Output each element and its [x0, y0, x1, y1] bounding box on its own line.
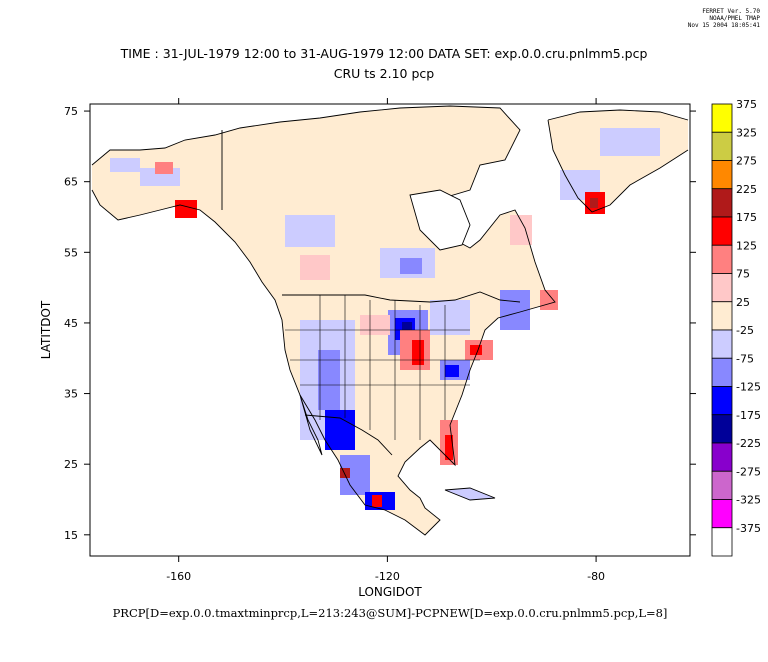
patch [540, 290, 558, 310]
precip-field [91, 105, 689, 536]
colorbar-label: -25 [736, 324, 754, 337]
colorbar-swatch [711, 329, 733, 359]
colorbar-label: 325 [736, 126, 757, 139]
colorbar-swatch [711, 103, 733, 133]
x-tick-label: -120 [375, 570, 400, 583]
coastline-greenland [547, 109, 689, 213]
colorbar-label: 375 [736, 98, 757, 111]
colorbar-swatch [711, 244, 733, 274]
y-tick-label: 25 [64, 458, 78, 471]
colorbar-label: -75 [736, 352, 754, 365]
colorbar-label: -375 [736, 522, 761, 535]
colorbar-label: -325 [736, 494, 761, 507]
colorbar: 375 325 275 225 175 125 75 25 -25 -75 -125 -175 -225… [711, 98, 761, 557]
negative-patches [110, 128, 660, 510]
colorbar-label: -125 [736, 381, 761, 394]
colorbar-swatch [711, 442, 733, 472]
patch [430, 300, 470, 335]
patch [372, 495, 382, 507]
patch [175, 200, 197, 218]
patch [155, 162, 173, 174]
colorbar-swatch [711, 160, 733, 190]
plot-expression: PRCP[D=exp.0.0.tmaxtminprcp,L=213:243@SU… [112, 606, 668, 620]
plot-title-dataset: CRU ts 2.10 pcp [333, 66, 435, 81]
colorbar-label: -275 [736, 465, 761, 478]
colorbar-swatch [711, 357, 733, 387]
colorbar-label: 275 [736, 155, 757, 168]
patch [318, 350, 340, 410]
colorbar-swatch [711, 470, 733, 500]
stamp-version: FERRET Ver. 5.70 [702, 8, 760, 15]
patch [445, 435, 453, 460]
border-us-canada [282, 291, 521, 303]
colorbar-label: 75 [736, 268, 750, 281]
state-lines [285, 295, 480, 440]
patch [590, 198, 598, 208]
patch [360, 315, 390, 335]
x-axis: -160-120-80-40 [166, 98, 605, 583]
coastline [91, 105, 556, 536]
patch [600, 128, 660, 156]
patch [470, 345, 482, 355]
colorbar-label: -225 [736, 437, 761, 450]
y-axis: 75 65 55 45 35 25 15 [64, 105, 696, 542]
patch [510, 215, 532, 245]
colorbar-swatch [711, 386, 733, 416]
colorbar-swatch [711, 188, 733, 218]
x-tick-label: -80 [587, 570, 605, 583]
x-axis-label: LONGIDOT [358, 585, 422, 599]
stamp-org: NOAA/PMEL TMAP [709, 15, 760, 22]
y-tick-label: 15 [64, 529, 78, 542]
plot-title-time: TIME : 31-JUL-1979 12:00 to 31-AUG-1979 … [120, 46, 648, 61]
colorbar-label: 225 [736, 183, 757, 196]
colorbar-swatch [711, 414, 733, 444]
patch [412, 340, 424, 365]
colorbar-swatch [711, 216, 733, 246]
colorbar-swatch [711, 131, 733, 161]
patch [340, 468, 350, 478]
coastline-hudson-bay [409, 189, 471, 251]
stamp-date: Nov 15 2004 18:05:41 [687, 22, 760, 29]
y-tick-label: 75 [64, 105, 78, 118]
colorbar-swatch [711, 499, 733, 529]
baja [299, 394, 323, 456]
cuba [444, 487, 496, 501]
patch [110, 158, 140, 172]
border-us-mexico [304, 414, 393, 456]
patch [300, 255, 330, 280]
y-axis-label: LATITDOT [39, 300, 53, 359]
y-tick-label: 35 [64, 388, 78, 401]
colorbar-label: -175 [736, 409, 761, 422]
y-tick-label: 55 [64, 246, 78, 259]
patch [400, 258, 422, 274]
colorbar-label: 125 [736, 239, 757, 252]
colorbar-swatch [711, 301, 733, 331]
coastlines [91, 105, 689, 536]
y-tick-label: 45 [64, 317, 78, 330]
x-tick-label: -160 [166, 570, 191, 583]
patch [285, 215, 335, 247]
y-tick-label: 65 [64, 176, 78, 189]
patch [445, 365, 459, 377]
colorbar-label: 25 [736, 296, 750, 309]
colorbar-label: 175 [736, 211, 757, 224]
colorbar-swatch [711, 273, 733, 303]
patch [500, 290, 530, 330]
ferret-stamp: FERRET Ver. 5.70 NOAA/PMEL TMAP Nov 15 2… [620, 8, 760, 29]
colorbar-swatch [711, 527, 733, 557]
patch [402, 322, 412, 334]
patch [325, 410, 355, 450]
